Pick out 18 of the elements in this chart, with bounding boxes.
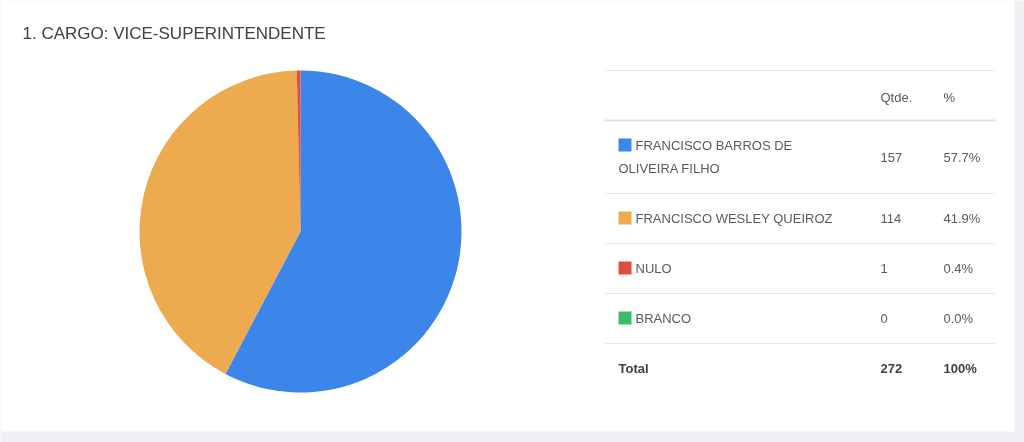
text: 0.4% (943, 261, 974, 276)
text: 57.7% (943, 149, 981, 165)
data-label: 1 (880, 261, 888, 276)
text: 100% (943, 361, 978, 376)
legend-label: FRANCISCO BARROS DE OLIVEIRA FILHO (618, 138, 793, 176)
text: 0 (880, 311, 888, 326)
text: Qtde. (880, 90, 913, 105)
text: Total (618, 361, 649, 376)
text: 0.0% (943, 311, 974, 326)
text: 272 (880, 361, 903, 376)
data-label: 114 (880, 211, 902, 226)
text: 41.9% (943, 211, 981, 226)
chart-title: 1. CARGO: VICE-SUPERINTENDENTE (22, 24, 326, 43)
legend-label: FRANCISCO WESLEY QUEIROZ (635, 211, 833, 226)
data-label: 157 (880, 149, 903, 165)
legend-label: NULO (635, 261, 672, 276)
legend-label: BRANCO (635, 311, 692, 326)
text: % (943, 90, 956, 105)
